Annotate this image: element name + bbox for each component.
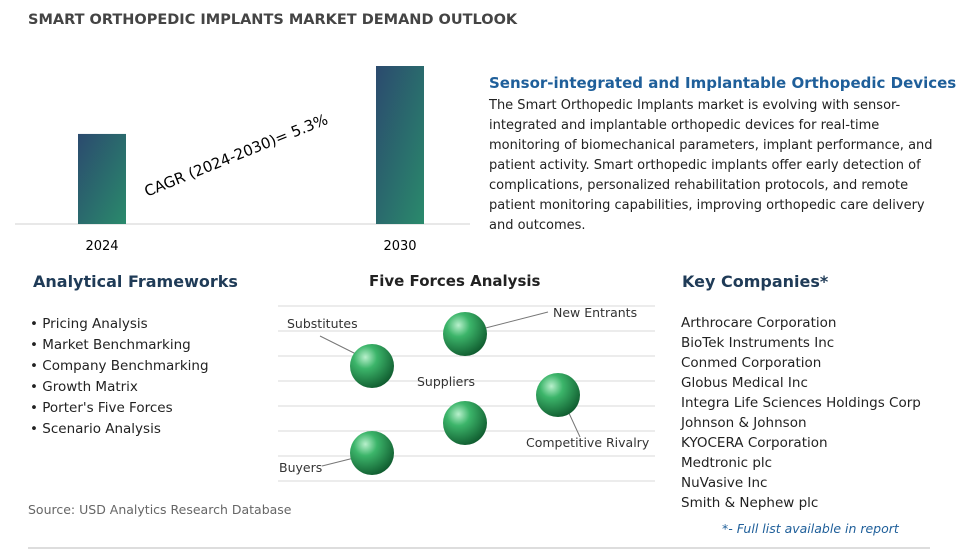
spheres <box>350 312 580 475</box>
item-text: Company Benchmarking <box>42 358 209 374</box>
bullet: • <box>30 316 43 332</box>
list-item: Arthrocare Corporation <box>681 313 921 333</box>
frameworks-list: • Pricing Analysis • Market Benchmarking •… <box>30 314 209 440</box>
item-text: NuVasive Inc <box>681 475 768 491</box>
x-tick-label: 2030 <box>383 239 416 254</box>
list-item: BioTek Instruments Inc <box>681 333 921 353</box>
bar <box>78 133 126 224</box>
bullet: • <box>30 358 43 374</box>
list-item: • Market Benchmarking <box>30 335 209 356</box>
list-item: Globus Medical Inc <box>681 373 921 393</box>
desc-heading: Sensor-integrated and Implantable Orthop… <box>489 74 957 92</box>
list-item: Conmed Corporation <box>681 353 921 373</box>
item-text: Scenario Analysis <box>42 421 161 437</box>
companies-note: *- Full list available in report <box>722 521 899 536</box>
bullet: • <box>30 421 43 437</box>
item-text: Arthrocare Corporation <box>681 315 837 331</box>
force-label: Competitive Rivalry <box>526 435 650 450</box>
cagr-annotation: CAGR (2024-2030)= 5.3% <box>142 110 331 200</box>
item-text: Medtronic plc <box>681 455 773 471</box>
force-label: Buyers <box>279 460 322 475</box>
list-item: • Scenario Analysis <box>30 419 209 440</box>
bullet: • <box>30 337 43 353</box>
item-text: BioTek Instruments Inc <box>681 335 835 351</box>
list-item: • Company Benchmarking <box>30 356 209 377</box>
list-item: KYOCERA Corporation <box>681 433 921 453</box>
bullet: • <box>30 400 43 416</box>
forces-heading: Five Forces Analysis <box>369 272 541 290</box>
list-item: • Pricing Analysis <box>30 314 209 335</box>
item-text: Integra Life Sciences Holdings Corp <box>681 395 921 411</box>
item-text: Johnson & Johnson <box>681 415 807 431</box>
list-item: • Porter's Five Forces <box>30 398 209 419</box>
item-text: Porter's Five Forces <box>42 400 173 416</box>
item-text: Market Benchmarking <box>42 337 191 353</box>
companies-list: Arthrocare Corporation BioTek Instruments… <box>681 313 921 513</box>
item-text: Globus Medical Inc <box>681 375 808 391</box>
list-item: Smith & Nephew plc <box>681 493 921 513</box>
source: Source: USD Analytics Research Database <box>28 502 292 517</box>
bullet: • <box>30 379 43 395</box>
desc-text: The Smart Orthopedic Implants market is … <box>489 98 933 233</box>
item-text: KYOCERA Corporation <box>681 435 828 451</box>
companies-heading: Key Companies* <box>682 272 829 291</box>
list-item: Johnson & Johnson <box>681 413 921 433</box>
frameworks-heading: Analytical Frameworks <box>33 272 238 291</box>
list-item: Integra Life Sciences Holdings Corp <box>681 393 921 413</box>
force-label: New Entrants <box>553 305 637 320</box>
list-item: • Growth Matrix <box>30 377 209 398</box>
force-label: Substitutes <box>287 316 358 331</box>
list-item: Medtronic plc <box>681 453 921 473</box>
bar <box>376 66 424 224</box>
item-text: Conmed Corporation <box>681 355 822 371</box>
item-text: Growth Matrix <box>42 379 138 395</box>
list-item: NuVasive Inc <box>681 473 921 493</box>
page-title: SMART ORTHOPEDIC IMPLANTS MARKET DEMAND … <box>28 12 518 28</box>
force-label: Suppliers <box>417 374 475 389</box>
item-text: Pricing Analysis <box>42 316 148 332</box>
item-text: Smith & Nephew plc <box>681 495 819 511</box>
x-tick-label: 2024 <box>85 239 118 254</box>
